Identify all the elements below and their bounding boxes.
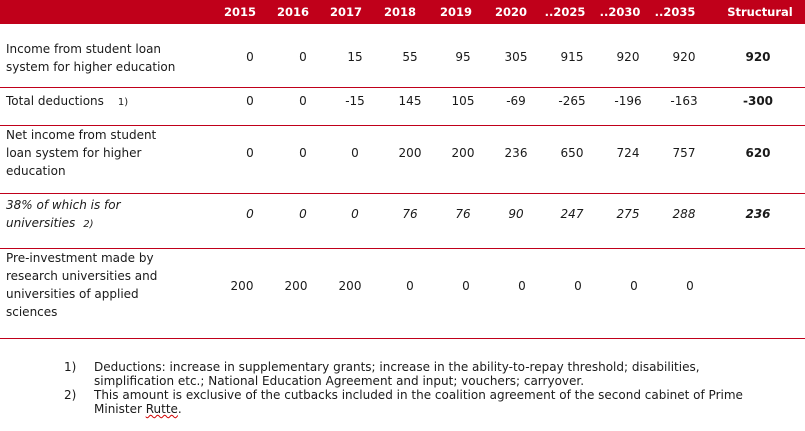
footnotes: 1) Deductions: increase in supplementary… bbox=[62, 360, 782, 416]
table-cell: 76 bbox=[402, 207, 418, 221]
table-cell: 95 bbox=[455, 50, 471, 64]
table-header: 2015 2016 2017 2018 2019 2020 ..2025 ..2… bbox=[0, 0, 805, 24]
table-cell: 55 bbox=[402, 50, 418, 64]
header-2020: 2020 bbox=[494, 5, 527, 19]
table-cell: 757 bbox=[672, 146, 696, 160]
table-cell: 288 bbox=[672, 207, 696, 221]
table-cell: 920 bbox=[672, 50, 696, 64]
footnote-text: Deductions: increase in supplementary gr… bbox=[94, 360, 700, 388]
row-label: Total deductions 1) bbox=[6, 94, 129, 108]
footnote-text: This amount is exclusive of the cutbacks… bbox=[94, 388, 743, 416]
table-cell: 275 bbox=[616, 207, 640, 221]
table-row: Income from student loan system for high… bbox=[0, 38, 805, 88]
table-cell: 200 bbox=[230, 279, 254, 293]
table-cell: -15 bbox=[345, 94, 365, 108]
table-cell: 0 bbox=[351, 146, 359, 160]
row-label: Income from student loan system for high… bbox=[6, 42, 176, 74]
header-2018: 2018 bbox=[383, 5, 416, 19]
table-cell: 200 bbox=[398, 146, 422, 160]
table-cell: 0 bbox=[462, 279, 470, 293]
header-structural: Structural bbox=[727, 5, 793, 19]
header-2019: 2019 bbox=[439, 5, 472, 19]
footnote-number: 1) bbox=[64, 360, 77, 374]
header-2025: ..2025 bbox=[544, 5, 586, 19]
table-cell: 105 bbox=[451, 94, 475, 108]
table-cell: 0 bbox=[246, 50, 254, 64]
table-cell-structural: -300 bbox=[742, 94, 774, 108]
table-cell: 76 bbox=[455, 207, 471, 221]
row-label: 38% of which is for universities 2) bbox=[6, 198, 121, 230]
header-2030: ..2030 bbox=[599, 5, 641, 19]
table-row: 38% of which is for universities 2) 0 0 0… bbox=[0, 194, 805, 249]
table-cell: 0 bbox=[299, 50, 307, 64]
footnote-1: 1) Deductions: increase in supplementary… bbox=[62, 360, 782, 388]
table-cell: 145 bbox=[398, 94, 422, 108]
row-label: Net income from student loan system for … bbox=[6, 128, 157, 178]
table-cell: 0 bbox=[406, 279, 414, 293]
footnote-2: 2) This amount is exclusive of the cutba… bbox=[64, 388, 743, 416]
header-2015: 2015 bbox=[223, 5, 256, 19]
footnote-ref: 2) bbox=[83, 219, 94, 230]
table-cell: 0 bbox=[351, 207, 359, 221]
table-cell: 0 bbox=[299, 94, 307, 108]
table-cell: 0 bbox=[299, 207, 307, 221]
table-cell: 0 bbox=[246, 146, 254, 160]
table-cell: 724 bbox=[616, 146, 640, 160]
table-cell: -163 bbox=[670, 94, 698, 108]
header-2017: 2017 bbox=[329, 5, 362, 19]
table-cell: -265 bbox=[558, 94, 586, 108]
table-cell: -69 bbox=[506, 94, 526, 108]
table-cell: 200 bbox=[451, 146, 475, 160]
row-label: Pre-investment made by research universi… bbox=[6, 251, 158, 319]
table-cell: 0 bbox=[246, 94, 254, 108]
table-cell-structural: 920 bbox=[745, 50, 771, 64]
footnote-ref: 1) bbox=[117, 97, 129, 108]
table-cell: 915 bbox=[560, 50, 584, 64]
table-cell-structural: 620 bbox=[745, 146, 771, 160]
table-cell: 236 bbox=[504, 146, 528, 160]
table-cell-structural: 236 bbox=[745, 207, 771, 221]
footnote-underlined-name: Rutte bbox=[145, 402, 178, 416]
table-cell: 247 bbox=[560, 207, 584, 221]
table-cell: 0 bbox=[686, 279, 694, 293]
table-cell: 0 bbox=[246, 207, 254, 221]
table-row: Total deductions 1) 0 0 -15 145 105 -69 -… bbox=[0, 88, 805, 126]
table-cell: 305 bbox=[504, 50, 528, 64]
table-row: Pre-investment made by research universi… bbox=[0, 249, 805, 339]
table-cell: 200 bbox=[284, 279, 308, 293]
table-cell: 0 bbox=[299, 146, 307, 160]
header-2016: 2016 bbox=[276, 5, 309, 19]
footnote-number: 2) bbox=[64, 388, 77, 402]
table-cell: 0 bbox=[630, 279, 638, 293]
table-cell: -196 bbox=[614, 94, 642, 108]
table-cell: 0 bbox=[574, 279, 582, 293]
table-cell: 15 bbox=[347, 50, 363, 64]
table-cell: 0 bbox=[518, 279, 526, 293]
table-cell: 920 bbox=[616, 50, 640, 64]
table-row: Net income from student loan system for … bbox=[0, 126, 805, 194]
header-2035: ..2035 bbox=[654, 5, 696, 19]
table-cell: 90 bbox=[508, 207, 524, 221]
table-cell: 200 bbox=[338, 279, 362, 293]
table-cell: 650 bbox=[560, 146, 584, 160]
